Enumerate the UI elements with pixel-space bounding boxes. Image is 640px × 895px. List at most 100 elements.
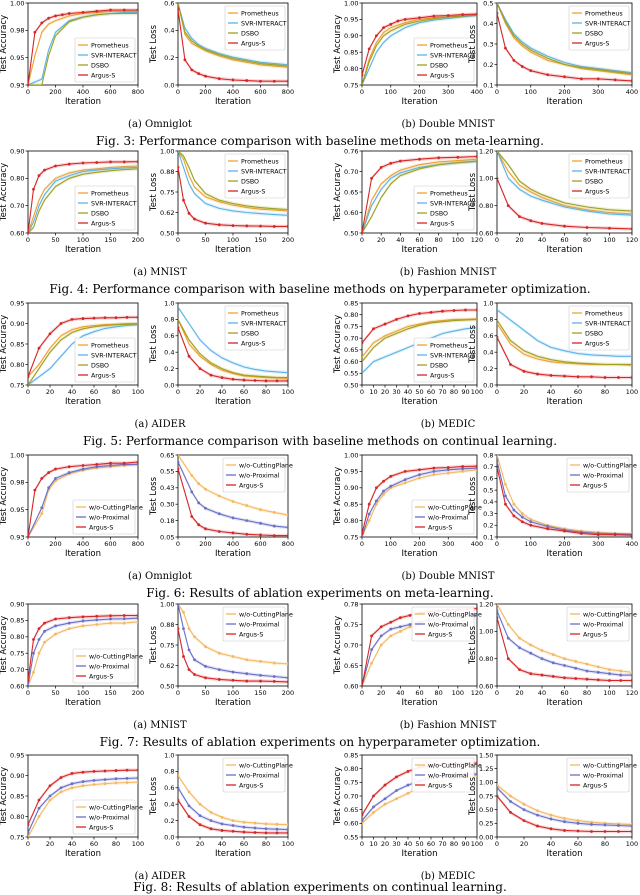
legend: Prometheus SVR-INTERACT DSBO Argus-S xyxy=(74,337,137,383)
data-point xyxy=(275,379,279,383)
legend-entry: w/o-Proximal xyxy=(583,621,624,628)
data-point xyxy=(182,655,185,658)
x-tick-label: 40 xyxy=(538,689,546,697)
data-point xyxy=(456,155,460,159)
data-point xyxy=(272,524,276,528)
data-point xyxy=(178,786,180,790)
legend-entry: Argus-S xyxy=(91,72,115,79)
data-point xyxy=(596,533,600,537)
data-point xyxy=(362,813,364,817)
data-point xyxy=(54,632,57,636)
data-point xyxy=(253,826,257,830)
x-tick-label: 100 xyxy=(626,388,638,396)
y-tick-label: 1.50 xyxy=(479,751,493,759)
data-point xyxy=(619,679,623,682)
data-point xyxy=(178,774,180,777)
data-point xyxy=(461,467,465,471)
series-line xyxy=(28,166,138,233)
chart-3: 0 100 200 300 4000.10.20.30.40.5IterationTes… xyxy=(468,0,638,107)
x-tick-label: 100 xyxy=(471,840,483,848)
data-point xyxy=(362,341,364,345)
legend: Prometheus SVR-INTERACT DSBO Argus-S xyxy=(413,337,476,383)
x-tick-label: 30 xyxy=(392,388,400,396)
data-point xyxy=(272,661,276,665)
legend: w/o-CuttingPlane w/o-Proximal Argus-S xyxy=(222,757,293,793)
x-tick-label: 40 xyxy=(547,388,555,396)
data-point xyxy=(362,819,364,822)
data-point xyxy=(382,479,385,483)
legend-box xyxy=(566,606,630,642)
data-point xyxy=(576,829,580,833)
x-tick-label: 0 xyxy=(495,540,499,548)
legend-box xyxy=(411,757,475,793)
data-point xyxy=(608,679,611,682)
series-band xyxy=(497,321,632,367)
data-point xyxy=(286,225,288,228)
data-point xyxy=(395,318,398,321)
x-tick-label: 60 xyxy=(560,236,568,244)
x-tick-label: 100 xyxy=(626,840,638,848)
data-point xyxy=(187,668,191,671)
legend: Prometheus SVR-INTERACT DSBO Argus-S xyxy=(74,37,137,83)
y-tick-label: 0.80 xyxy=(344,765,358,773)
legend-box xyxy=(413,185,475,231)
x-tick-label: 200 xyxy=(49,88,61,96)
data-point xyxy=(231,670,235,674)
data-point xyxy=(209,373,213,377)
data-point xyxy=(59,790,63,794)
x-axis-label: Iteration xyxy=(65,549,101,559)
data-point xyxy=(204,506,207,510)
data-point xyxy=(204,645,207,649)
data-point xyxy=(540,649,544,652)
data-point xyxy=(28,835,30,837)
data-point xyxy=(231,224,235,228)
series-line xyxy=(178,151,288,212)
data-point xyxy=(220,829,224,832)
data-point xyxy=(28,231,30,233)
data-point xyxy=(81,624,85,628)
y-tick-label: 0.60 xyxy=(344,820,358,828)
data-point xyxy=(28,375,30,379)
data-point xyxy=(204,487,207,491)
x-tick-label: 200 xyxy=(199,540,211,548)
y-tick-label: 0.75 xyxy=(344,533,358,541)
x-tick-label: 100 xyxy=(471,388,483,396)
legend-entry: w/o-CuttingPlane xyxy=(239,762,293,769)
legend-entry: SVR-INTERACT xyxy=(91,52,137,59)
data-point xyxy=(596,665,600,669)
legend-entry: Prometheus xyxy=(241,158,279,165)
legend: Prometheus SVR-INTERACT DSBO Argus-S xyxy=(568,5,631,51)
data-point xyxy=(497,455,499,457)
y-axis-label: Test Loss xyxy=(149,476,159,516)
x-tick-label: 0 xyxy=(360,540,364,548)
data-point xyxy=(536,813,539,817)
data-point xyxy=(497,11,499,15)
x-tick-label: 100 xyxy=(282,840,294,848)
data-point xyxy=(109,461,112,465)
data-point xyxy=(518,646,521,650)
data-point xyxy=(418,476,421,480)
x-tick-label: 0 xyxy=(495,388,499,396)
data-point xyxy=(286,379,288,383)
y-tick-label: 0.65 xyxy=(344,346,358,354)
data-point xyxy=(81,619,85,623)
legend-entry: Prometheus xyxy=(241,10,279,17)
data-point xyxy=(217,512,221,516)
series-line xyxy=(178,151,288,216)
data-point xyxy=(54,477,57,480)
data-point xyxy=(95,9,99,13)
subfigure-label-left: (a) Omniglot xyxy=(128,571,192,582)
y-tick-label: 1.00 xyxy=(344,451,358,459)
y-tick-label: 0.00 xyxy=(479,833,493,841)
x-tick-label: 60 xyxy=(574,388,582,396)
data-point xyxy=(374,502,378,506)
y-tick-label: 1.00 xyxy=(344,0,358,7)
x-tick-label: 200 xyxy=(558,540,570,548)
data-point xyxy=(452,309,456,312)
data-point xyxy=(590,820,593,824)
data-point xyxy=(574,666,578,670)
subfigure-label-left: (a) MNIST xyxy=(133,720,187,731)
legend-entry: Argus-S xyxy=(89,673,113,680)
data-point xyxy=(122,160,126,164)
data-point xyxy=(272,675,276,678)
